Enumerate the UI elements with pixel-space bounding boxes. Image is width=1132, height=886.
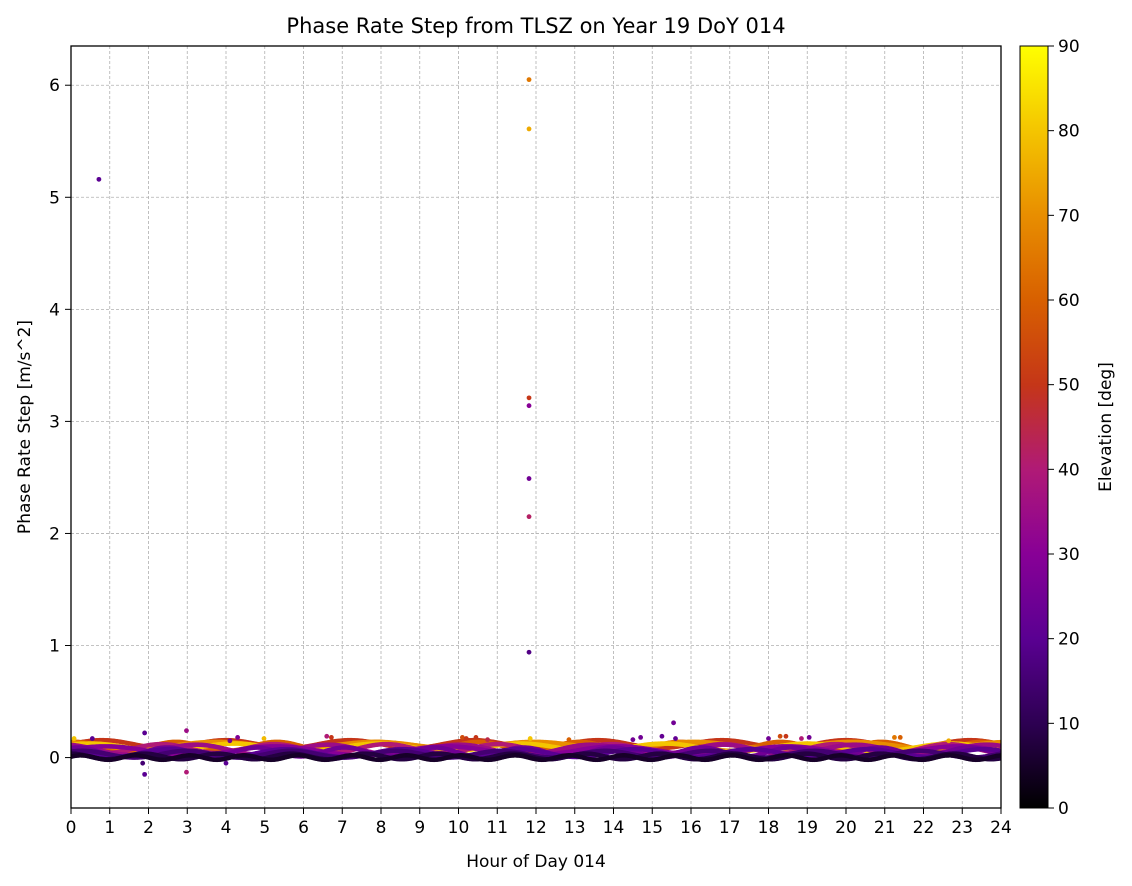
chart-title: Phase Rate Step from TLSZ on Year 19 DoY… (286, 14, 785, 38)
grid (71, 46, 1001, 808)
data-band-layer (71, 737, 1001, 763)
